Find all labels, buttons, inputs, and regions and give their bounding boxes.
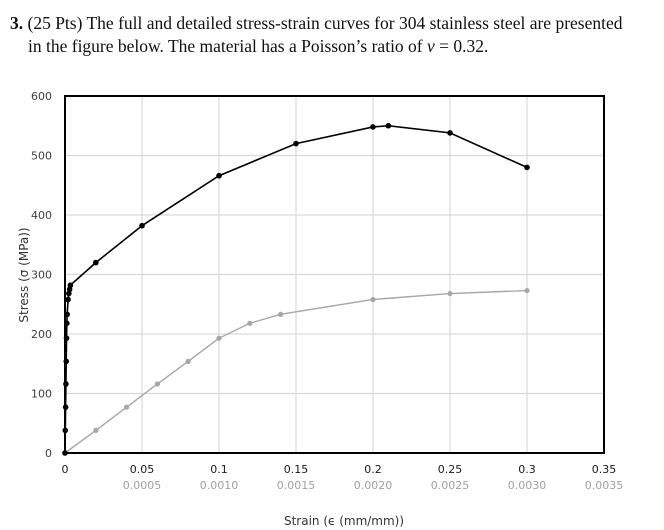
data-point [278, 311, 284, 317]
problem-number: 3. [10, 13, 24, 33]
x-tick-label-primary: 0.25 [438, 463, 463, 476]
x-tick-label-primary: 0.1 [210, 463, 228, 476]
x-tick-label-secondary: 0.0020 [354, 479, 393, 492]
data-point [185, 358, 191, 364]
data-point [524, 287, 530, 294]
gridlines [65, 96, 604, 453]
problem-text-2: in the figure below. The material has a … [28, 36, 428, 56]
y-tick-label: 0 [45, 447, 52, 460]
x-axis-label: Strain (ϵ (mm/mm)) [284, 514, 404, 528]
poisson-symbol: v [427, 36, 435, 56]
x-tick-label-secondary: 0.0035 [585, 479, 624, 492]
x-tick-label-primary: 0.2 [364, 463, 382, 476]
y-tick-label: 200 [31, 328, 52, 341]
data-point [67, 282, 74, 289]
x-tick-label-secondary: 0.0015 [277, 479, 316, 492]
data-point [447, 130, 453, 136]
x-tick-label-primary: 0 [62, 463, 69, 476]
data-point [124, 404, 130, 410]
data-point [247, 320, 253, 326]
poisson-value: = 0.32. [434, 36, 489, 56]
x-tick-label-primary: 0.3 [518, 463, 536, 476]
data-point [154, 381, 160, 387]
data-point [447, 290, 453, 297]
data-point [139, 222, 145, 229]
data-point [385, 122, 392, 129]
data-point [66, 290, 72, 297]
data-point [93, 259, 99, 266]
problem-line-2: in the figure below. The material has a … [10, 35, 650, 58]
data-point [293, 140, 299, 147]
data-point [370, 296, 376, 303]
plot-frame [64, 95, 605, 454]
y-axis-label: Stress (σ (MPa)) [17, 227, 31, 322]
y-tick-label: 100 [31, 388, 52, 401]
problem-line-1: 3. (25 Pts) The full and detailed stress… [10, 12, 650, 35]
x-tick-label-secondary: 0.0010 [200, 479, 239, 492]
y-tick-label: 600 [31, 90, 52, 103]
data-point [524, 164, 530, 171]
x-tick-label-secondary: 0.0030 [508, 479, 547, 492]
x-tick-label-secondary: 0.0005 [123, 479, 162, 492]
y-tick-label: 300 [31, 269, 52, 282]
data-point [65, 296, 71, 303]
x-tick-label-primary: 0.35 [592, 463, 617, 476]
data-point [216, 335, 222, 341]
x-tick-label-primary: 0.05 [130, 463, 155, 476]
x-tick-label-primary: 0.15 [284, 463, 309, 476]
data-point [66, 286, 73, 293]
x-tick-label-secondary: 0.0025 [431, 479, 470, 492]
data-point [93, 427, 99, 433]
data-point [216, 172, 222, 179]
x-axis-ticks: 0 0.05 0.1 0.15 0.2 0.25 0.3 0.35 0.0005 0.0010 0.… [62, 463, 624, 492]
y-tick-label: 400 [31, 209, 52, 222]
problem-text-1: (25 Pts) The full and detailed stress-st… [27, 13, 623, 33]
y-axis-ticks: 0 100 200 300 400 500 600 [31, 90, 52, 460]
data-point [370, 124, 376, 130]
problem-statement: 3. (25 Pts) The full and detailed stress… [10, 12, 650, 58]
y-tick-label: 500 [31, 150, 52, 163]
